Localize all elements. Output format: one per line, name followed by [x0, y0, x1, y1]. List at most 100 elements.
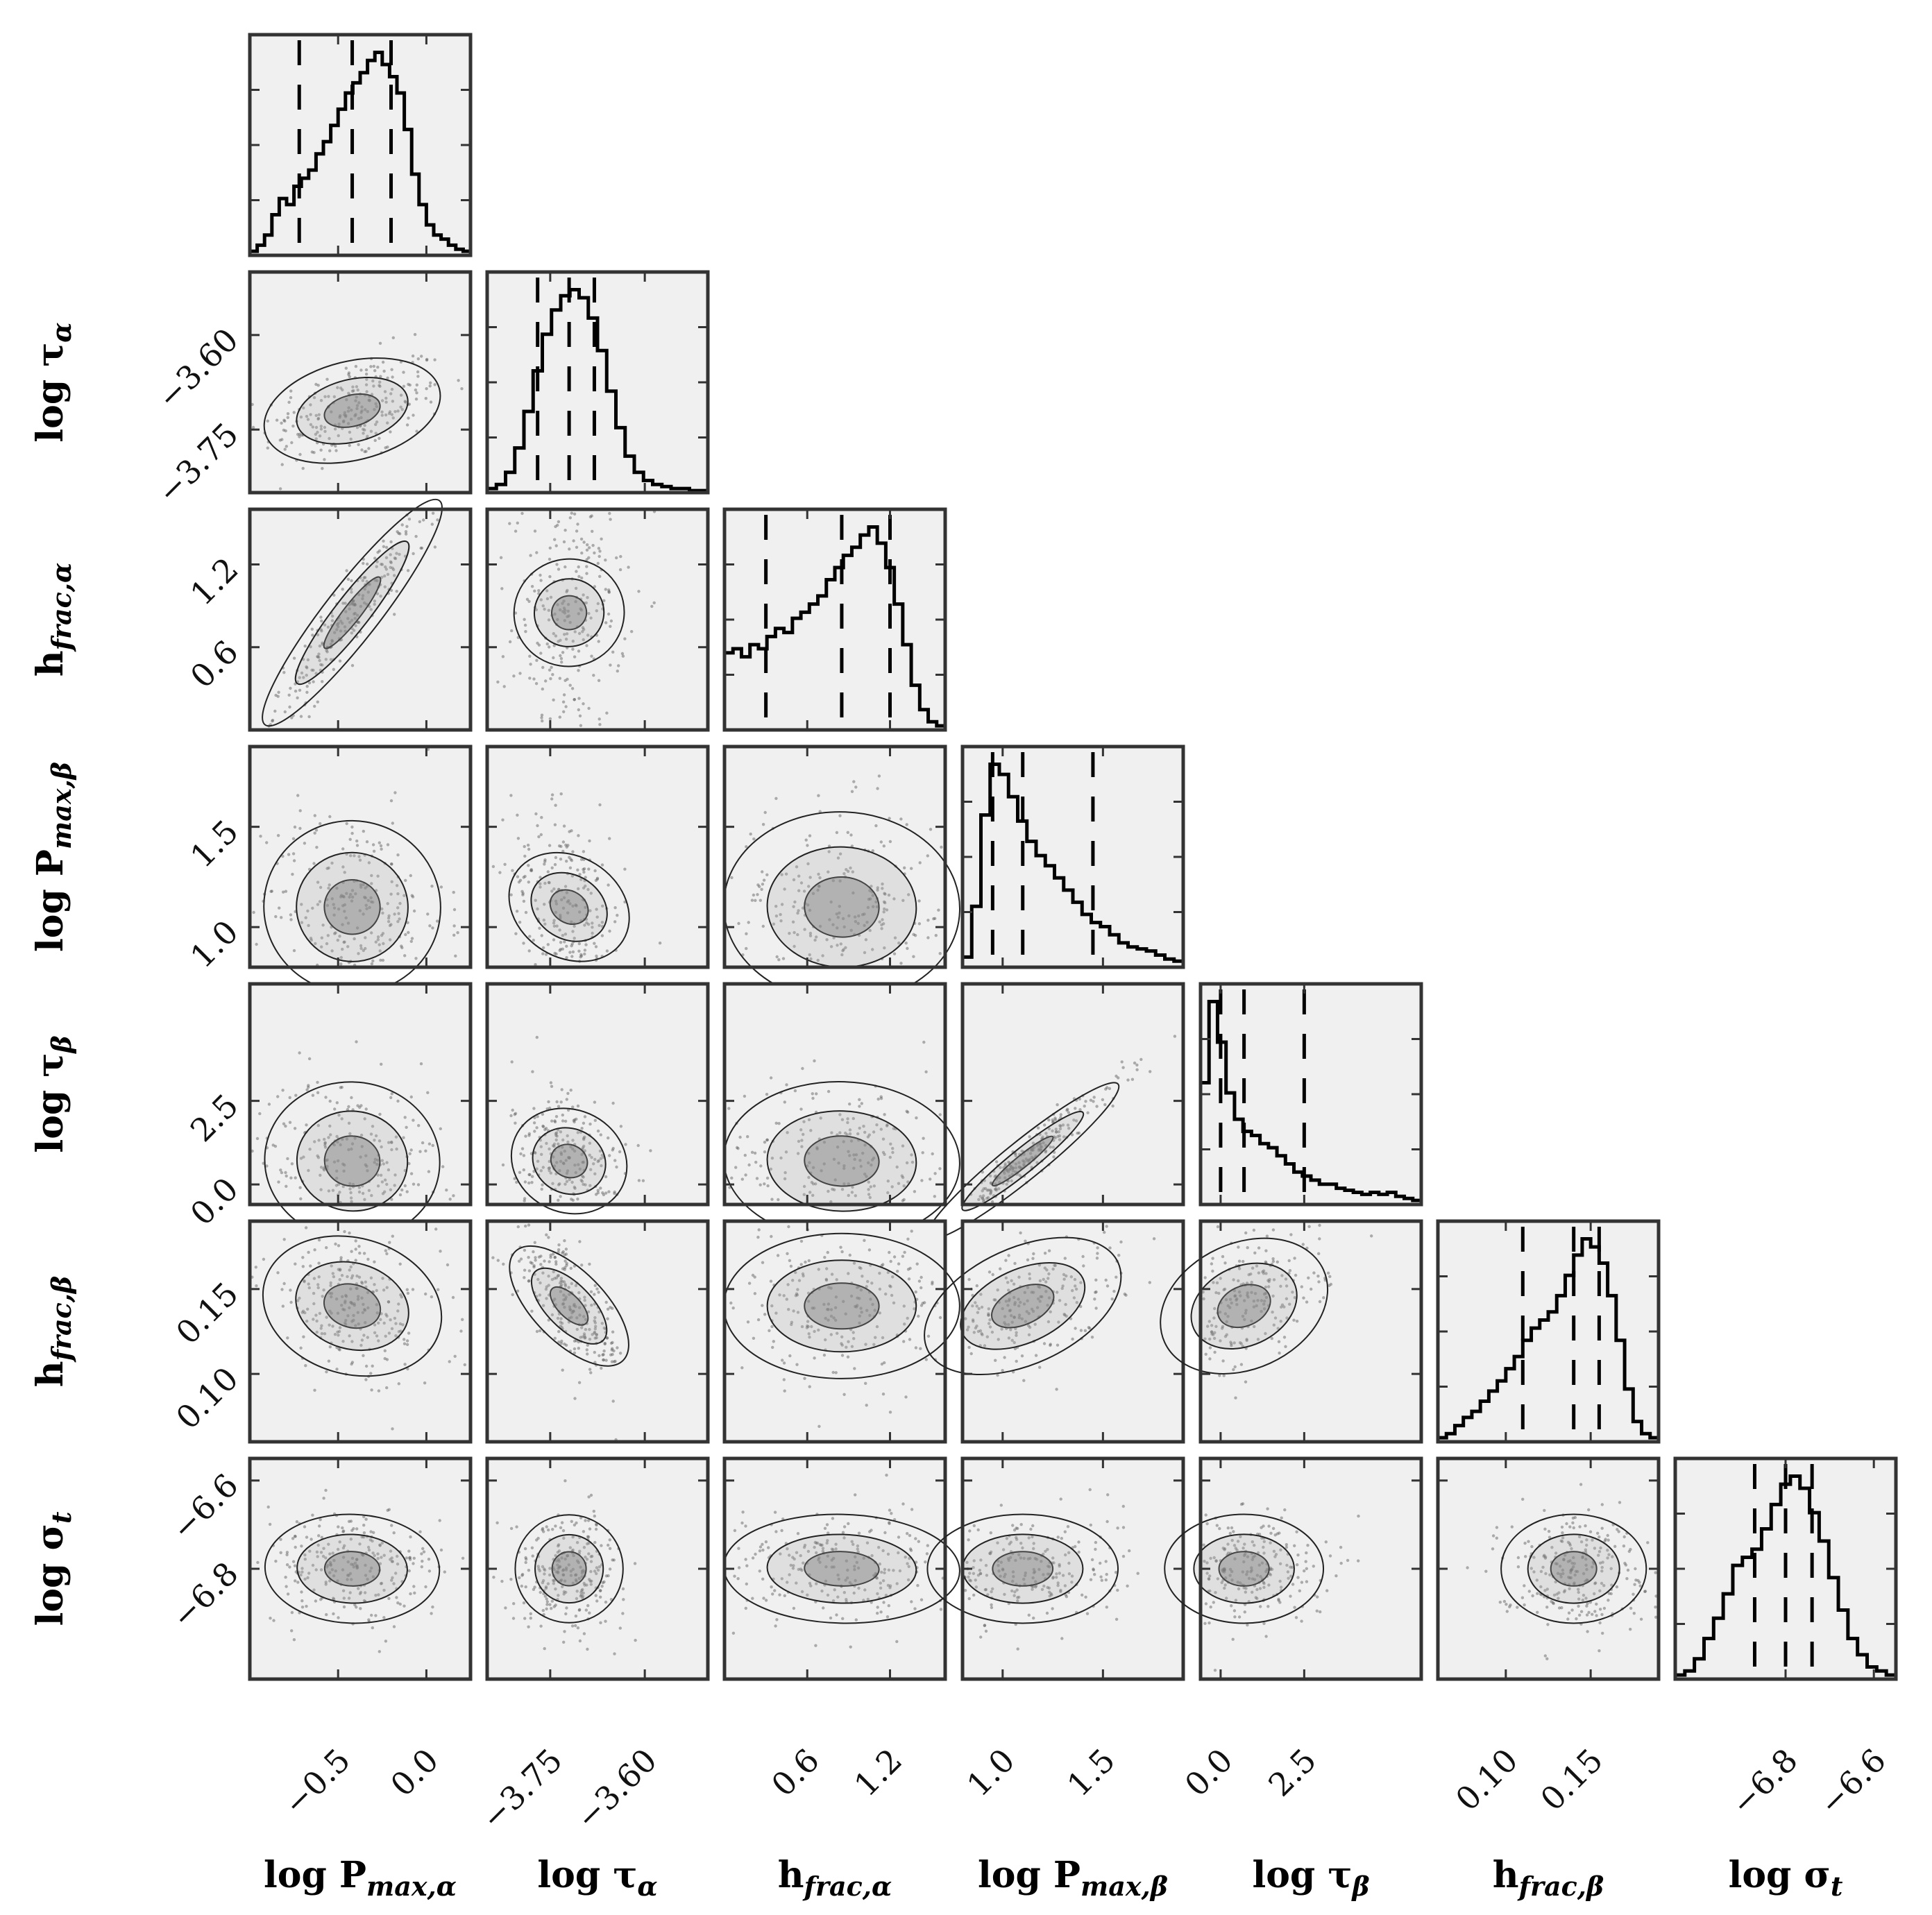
sample-point — [556, 523, 559, 527]
sample-point — [547, 1236, 550, 1239]
sample-point — [376, 874, 380, 878]
sample-point — [730, 1176, 734, 1180]
sample-point — [540, 713, 544, 717]
sample-point — [561, 1113, 564, 1117]
sample-point — [1208, 1357, 1212, 1361]
sample-point — [1111, 1104, 1115, 1108]
sample-point — [550, 1084, 554, 1089]
sample-point — [509, 1526, 514, 1531]
panel-logtau_b-vs-logtau_a — [485, 982, 710, 1215]
sample-point — [807, 1259, 811, 1263]
sample-point — [370, 962, 374, 966]
sample-point — [370, 931, 373, 935]
sample-point — [548, 1169, 551, 1173]
sample-point — [813, 938, 817, 942]
sample-point — [546, 943, 550, 946]
sample-point — [906, 946, 909, 951]
sample-point — [356, 388, 359, 392]
sample-point — [858, 1126, 861, 1130]
sample-point — [583, 1115, 587, 1118]
sample-point — [849, 866, 852, 870]
sample-point — [583, 1149, 586, 1152]
sample-point — [1067, 1111, 1071, 1114]
sample-point — [285, 1585, 288, 1588]
sample-point — [359, 946, 363, 951]
sample-point — [569, 1266, 573, 1270]
sample-point — [287, 400, 291, 404]
sample-point — [572, 1118, 575, 1123]
sample-point — [634, 1638, 637, 1642]
sample-point — [1232, 1609, 1237, 1612]
panel-border — [485, 744, 710, 969]
sample-point — [296, 432, 300, 436]
sample-point — [802, 1120, 806, 1123]
sample-point — [549, 1081, 553, 1084]
sample-point — [523, 1199, 526, 1202]
sample-point — [879, 1610, 883, 1614]
sample-point — [522, 942, 525, 945]
sample-point — [1095, 1257, 1099, 1260]
sample-point — [317, 1239, 321, 1242]
sample-point — [328, 815, 332, 819]
sample-point — [617, 664, 620, 667]
sample-point — [393, 1184, 396, 1187]
sample-point — [582, 1144, 586, 1148]
sample-point — [811, 1096, 815, 1100]
sample-point — [548, 1147, 551, 1151]
sample-point — [630, 630, 634, 633]
sample-point — [285, 1563, 289, 1567]
sample-point — [372, 1531, 375, 1534]
sample-point — [429, 381, 432, 384]
sample-point — [541, 719, 544, 723]
sample-point — [386, 843, 390, 846]
sample-point — [527, 880, 530, 884]
sample-point — [564, 1343, 568, 1347]
sample-point — [402, 1136, 405, 1139]
sample-point — [892, 1127, 896, 1130]
sample-point — [379, 375, 382, 378]
sample-point — [888, 1508, 892, 1512]
sample-point — [394, 1135, 398, 1139]
sample-point — [352, 389, 355, 393]
sample-point — [806, 862, 810, 866]
sample-point — [808, 1191, 812, 1194]
sample-point — [290, 441, 294, 445]
sample-point — [786, 1131, 789, 1134]
sample-point — [376, 1184, 380, 1188]
sample-point — [881, 1393, 886, 1396]
sample-point — [303, 1525, 307, 1529]
sample-point — [1076, 1132, 1079, 1135]
sample-point — [910, 1160, 915, 1164]
sample-point — [796, 1532, 800, 1535]
sample-point — [414, 398, 418, 401]
sample-point — [543, 922, 547, 926]
sample-point — [276, 695, 280, 698]
sample-point — [606, 1307, 610, 1311]
sample-point — [621, 654, 625, 658]
sample-point — [561, 1529, 566, 1533]
sample-point — [607, 1543, 610, 1547]
sample-point — [747, 921, 750, 924]
sample-point — [738, 1135, 742, 1139]
sample-point — [840, 953, 844, 957]
sample-point — [583, 948, 587, 952]
sample-point — [382, 369, 386, 373]
sample-point — [439, 1548, 443, 1552]
sample-point — [991, 1273, 994, 1277]
sample-point — [759, 899, 763, 902]
sample-point — [624, 1143, 627, 1146]
sample-point — [329, 1133, 332, 1137]
sample-point — [730, 876, 734, 880]
sample-point — [321, 924, 325, 927]
sample-point — [531, 1554, 534, 1558]
sample-point — [354, 1248, 357, 1251]
sample-point — [288, 1096, 291, 1100]
sample-point — [611, 650, 615, 654]
sample-point — [1011, 1524, 1015, 1527]
sample-point — [390, 368, 393, 371]
sample-point — [407, 402, 412, 406]
sample-point — [774, 797, 778, 801]
sample-point — [917, 1314, 920, 1318]
sample-point — [743, 1153, 747, 1157]
sample-point — [528, 654, 532, 658]
